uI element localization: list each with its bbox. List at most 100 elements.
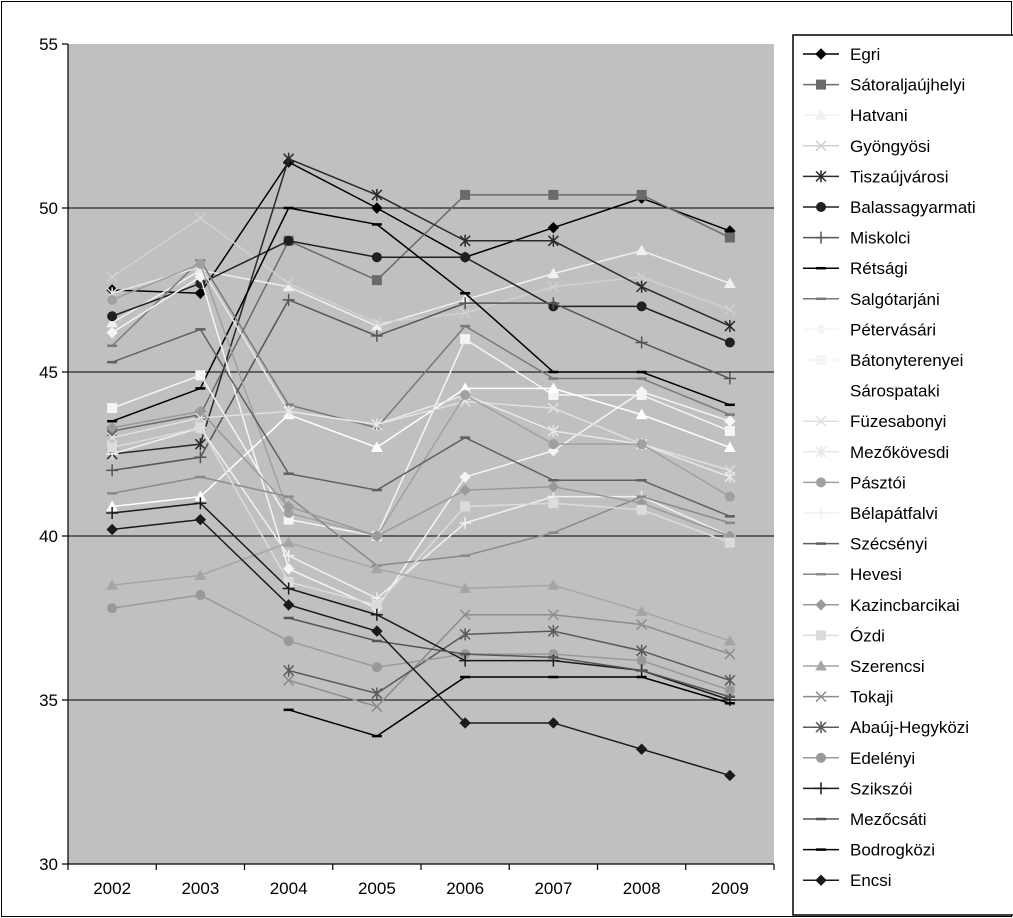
data-point [282,293,295,306]
data-point [459,582,471,593]
legend-item: Egri [803,45,880,64]
data-point [724,441,736,452]
series-line [112,298,731,472]
data-point [636,271,648,283]
legend-item: Szécsényi [803,535,927,554]
data-point [106,507,119,520]
data-point [459,484,471,496]
legend-item: Mezőcsáti [803,810,927,829]
legend-label: Szécsényi [850,535,927,554]
x-tick-label: 2004 [270,879,308,898]
legend: Egri Sátoraljaújhelyi Hatvani Gyöngyösi Tisz… [792,34,1013,916]
legend-label: Gyöngyösi [850,137,930,156]
legend-label: Hevesi [850,565,902,584]
data-point [636,655,647,666]
gridlines [68,207,774,701]
data-point [547,297,560,310]
data-point [724,232,735,243]
data-point [106,579,118,590]
legend-label: Bodrogközi [850,841,935,860]
legend-label: Rétsági [850,259,908,278]
series-line [111,410,731,537]
y-tick-label: 55 [39,35,58,54]
data-point [194,569,207,580]
data-point [724,634,736,646]
data-point [459,717,471,729]
data-point [724,674,736,687]
legend-marker [816,630,826,641]
legend-item: Szikszói [803,779,912,798]
legend-item: Kazincbarcikai [803,596,960,615]
legend-item: Rétsági [803,259,908,278]
data-point [460,189,471,200]
series-Balassagyarmati [107,235,735,348]
series-Sárospataki [106,382,736,511]
data-point [636,280,648,293]
data-point [283,674,295,686]
data-point [547,579,560,590]
axes [62,43,775,870]
data-point [195,258,206,269]
x-tick-label: 2005 [358,879,396,898]
series-line [111,426,731,606]
data-point [636,504,647,515]
legend-box [792,34,1013,916]
series-Tokaji [283,609,736,713]
legend-marker [815,170,827,183]
data-point [547,625,559,638]
data-point [724,685,735,696]
x-tick-label: 2006 [446,879,484,898]
y-tick-label: 35 [39,691,58,710]
legend-label: Egri [850,45,880,64]
series-line [111,328,731,518]
data-point [195,370,206,381]
series-Tiszaújvárosi [106,152,736,460]
data-point [636,619,648,631]
data-point [723,372,736,385]
legend-marker [815,599,827,611]
legend-label: Kazincbarcikai [850,596,960,615]
data-point [371,530,383,542]
data-point [371,275,382,286]
legend-label: Hatvani [850,106,908,125]
legend-label: Tiszaújvárosi [850,167,949,186]
legend-marker [815,415,827,427]
legend-item: Miskolci [803,229,910,248]
legend-marker [815,691,827,703]
data-point [282,500,295,513]
legend-marker [816,79,826,90]
series-Szerencsi [106,536,736,646]
series-line [112,518,731,777]
legend-marker [815,874,827,886]
legend-label: Abaúj-Hegyközi [850,718,969,737]
series-line [111,249,731,327]
data-point [548,439,559,450]
legend-item: Pétervásári [803,320,936,339]
series-Mezőcsáti [283,616,735,698]
data-point [370,329,383,342]
data-point [636,644,648,657]
data-point [371,662,382,673]
data-point [371,441,383,452]
x-tick-label: 2008 [623,879,661,898]
data-point [283,664,295,677]
series-layer [106,152,736,782]
legend-item: Tokaji [803,688,893,707]
data-point [459,234,471,247]
legend-label: Salgótarjáni [850,290,940,309]
legend-item: Bátonyterenyei [803,351,963,370]
legend-item: Encsi [803,871,892,890]
x-tick-label: 2009 [711,879,749,898]
data-point [724,320,736,333]
data-point [107,311,118,322]
x-tick-label: 2002 [93,879,131,898]
legend-label: Miskolci [850,229,910,248]
legend-item: Ózdi [803,626,885,645]
series-line [111,476,731,567]
x-tick-labels: 2002 2003 2004 2005 2006 2007 2008 2009 [93,879,749,898]
data-point [107,603,118,614]
legend-marker [815,109,827,120]
legend-label: Tokaji [850,688,893,707]
series-line [111,400,731,472]
legend-item: Füzesabonyi [803,412,946,431]
